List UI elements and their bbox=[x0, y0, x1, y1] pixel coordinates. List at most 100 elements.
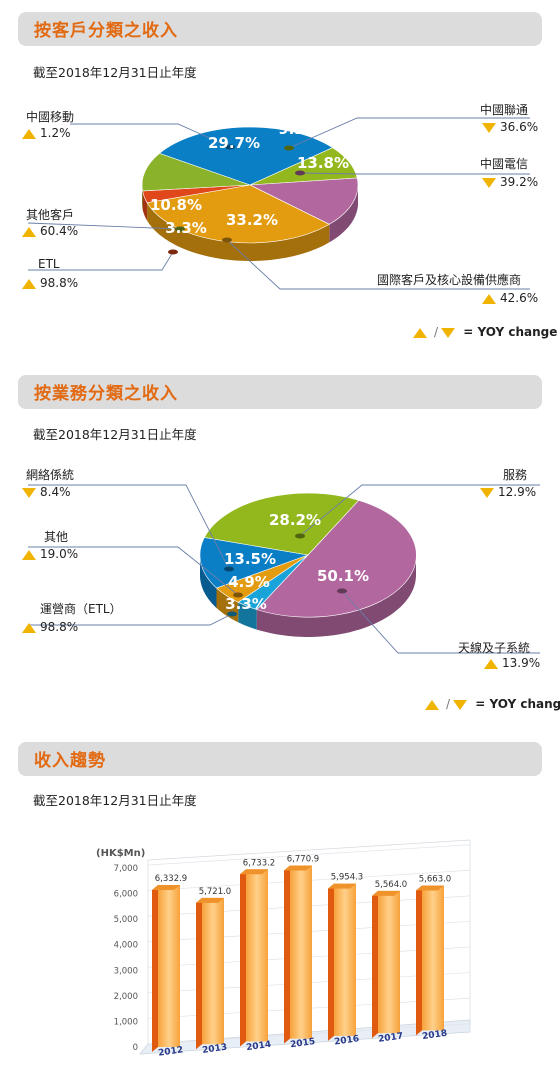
pie-tops bbox=[199, 492, 417, 618]
section-title: 按客戶分類之收入 bbox=[34, 21, 178, 41]
label-others: 其他 bbox=[44, 530, 69, 544]
bar-side bbox=[196, 897, 202, 1050]
y-tick-label: 0 bbox=[133, 1043, 138, 1053]
bar bbox=[334, 883, 356, 1036]
up-triangle-icon bbox=[22, 278, 36, 289]
bar-side bbox=[416, 885, 422, 1036]
leader-dot bbox=[295, 170, 305, 176]
leader-dot bbox=[227, 611, 237, 617]
x-tick-label: 2015 bbox=[290, 1037, 316, 1050]
bar-side bbox=[372, 890, 378, 1039]
pie-percent-label: 13.5% bbox=[224, 550, 276, 568]
leader-dot bbox=[337, 588, 347, 594]
label-etl: ETL bbox=[38, 257, 60, 271]
bar-side bbox=[328, 883, 334, 1041]
y-tick-label: 6,000 bbox=[114, 890, 138, 900]
yoy-etl: 98.8% bbox=[22, 276, 78, 290]
leader-dot bbox=[222, 237, 232, 243]
pie-percent-label: 4.9% bbox=[228, 573, 270, 591]
yoy-network-systems: 8.4% bbox=[22, 485, 71, 499]
bar-value-label: 5,721.0 bbox=[199, 887, 231, 897]
pie-percent-label: 33.2% bbox=[226, 211, 278, 229]
label-china-telecom: 中國電信 bbox=[480, 157, 529, 171]
bar-top bbox=[240, 869, 268, 875]
leader-line bbox=[288, 117, 530, 149]
section-subtitle: 截至2018年12月31日止年度 bbox=[33, 65, 197, 80]
bar bbox=[158, 885, 180, 1047]
y-tick-label: 5,000 bbox=[114, 915, 138, 925]
bar-side bbox=[284, 865, 290, 1044]
label-network-systems: 網絡係統 bbox=[26, 468, 75, 482]
pie-slice bbox=[203, 492, 360, 556]
leader-dot bbox=[168, 249, 178, 255]
up-triangle-icon bbox=[484, 658, 498, 669]
gridline bbox=[147, 844, 471, 866]
yoy-others: 19.0% bbox=[22, 547, 78, 561]
label-china-mobile: 中國移動 bbox=[26, 110, 75, 124]
leader-dot bbox=[284, 145, 294, 151]
pie-percent-label: 3.3% bbox=[225, 595, 267, 613]
up-triangle-icon bbox=[22, 549, 36, 560]
pie-slice bbox=[141, 153, 251, 192]
bar-value-label: 6,770.9 bbox=[287, 855, 319, 865]
down-triangle-icon bbox=[480, 487, 494, 498]
pie-slice-side bbox=[142, 190, 148, 221]
y-tick-label: 7,000 bbox=[114, 864, 138, 874]
pie-slice-side bbox=[238, 602, 257, 630]
pie-percent-label: 50.1% bbox=[317, 567, 369, 585]
bar-2012 bbox=[152, 885, 180, 1052]
bar-side bbox=[152, 885, 158, 1052]
bar-value-label: 5,663.0 bbox=[419, 875, 451, 885]
yoy-international: 42.6% bbox=[482, 291, 538, 305]
up-triangle-icon bbox=[425, 699, 439, 710]
x-tick-label: 2012 bbox=[158, 1045, 184, 1058]
up-triangle-icon bbox=[22, 128, 36, 139]
section-title: 收入趨勢 bbox=[34, 751, 106, 771]
leader-line bbox=[299, 172, 530, 175]
label-operator-etl: 運營商（ETL） bbox=[40, 602, 122, 616]
bar-2017 bbox=[372, 890, 400, 1039]
bar bbox=[422, 885, 444, 1031]
leader-dot bbox=[233, 592, 243, 598]
bar bbox=[202, 897, 224, 1045]
yoy-services: 12.9% bbox=[480, 485, 536, 499]
pie-percent-label: 13.8% bbox=[297, 154, 349, 172]
section-subtitle: 截至2018年12月31日止年度 bbox=[33, 427, 197, 442]
y-tick-label: 1,000 bbox=[114, 1017, 138, 1027]
leader-line bbox=[27, 222, 181, 230]
up-triangle-icon bbox=[482, 293, 496, 304]
label-antenna: 天線及子系統 bbox=[458, 641, 531, 655]
x-tick-label: 2016 bbox=[334, 1034, 360, 1047]
down-triangle-icon bbox=[453, 699, 468, 710]
bar-top bbox=[284, 865, 312, 871]
down-triangle-icon bbox=[441, 327, 456, 338]
yoy-antenna: 13.9% bbox=[484, 656, 540, 670]
up-triangle-icon bbox=[22, 226, 36, 237]
down-triangle-icon bbox=[482, 122, 496, 133]
bar-top bbox=[152, 885, 180, 891]
pie-slice bbox=[199, 537, 310, 589]
leader-line bbox=[70, 123, 231, 148]
y-tick-label: 4,000 bbox=[114, 941, 138, 951]
yoy-china-mobile: 1.2% bbox=[22, 126, 71, 140]
pie-slice-side bbox=[147, 202, 330, 261]
bar-2014 bbox=[240, 869, 268, 1047]
leader-dot bbox=[175, 226, 185, 232]
bar-top bbox=[416, 885, 444, 891]
bar-top bbox=[328, 883, 356, 889]
y-tick-label: 3,000 bbox=[114, 966, 138, 976]
leader-dot bbox=[225, 144, 235, 150]
section-header-customer: 按客戶分類之收入 bbox=[18, 12, 542, 46]
leader-line bbox=[28, 484, 230, 570]
bar-value-label: 5,564.0 bbox=[375, 880, 407, 890]
bar-value-label: 5,954.3 bbox=[331, 873, 363, 883]
section-header-business: 按業務分類之收入 bbox=[18, 375, 542, 409]
bar bbox=[378, 890, 400, 1034]
yoy-china-unicom: 36.6% bbox=[482, 120, 538, 134]
yoy-legend: / = YOY change bbox=[413, 325, 557, 339]
customer-pie-chart: 29.7% 9.2% 13.8% 33.2% 3.3% 10.8% bbox=[27, 117, 530, 290]
bar-2016 bbox=[328, 883, 356, 1041]
leader-line bbox=[28, 613, 233, 626]
leader-dot bbox=[224, 566, 234, 572]
leader-lines bbox=[27, 117, 530, 290]
